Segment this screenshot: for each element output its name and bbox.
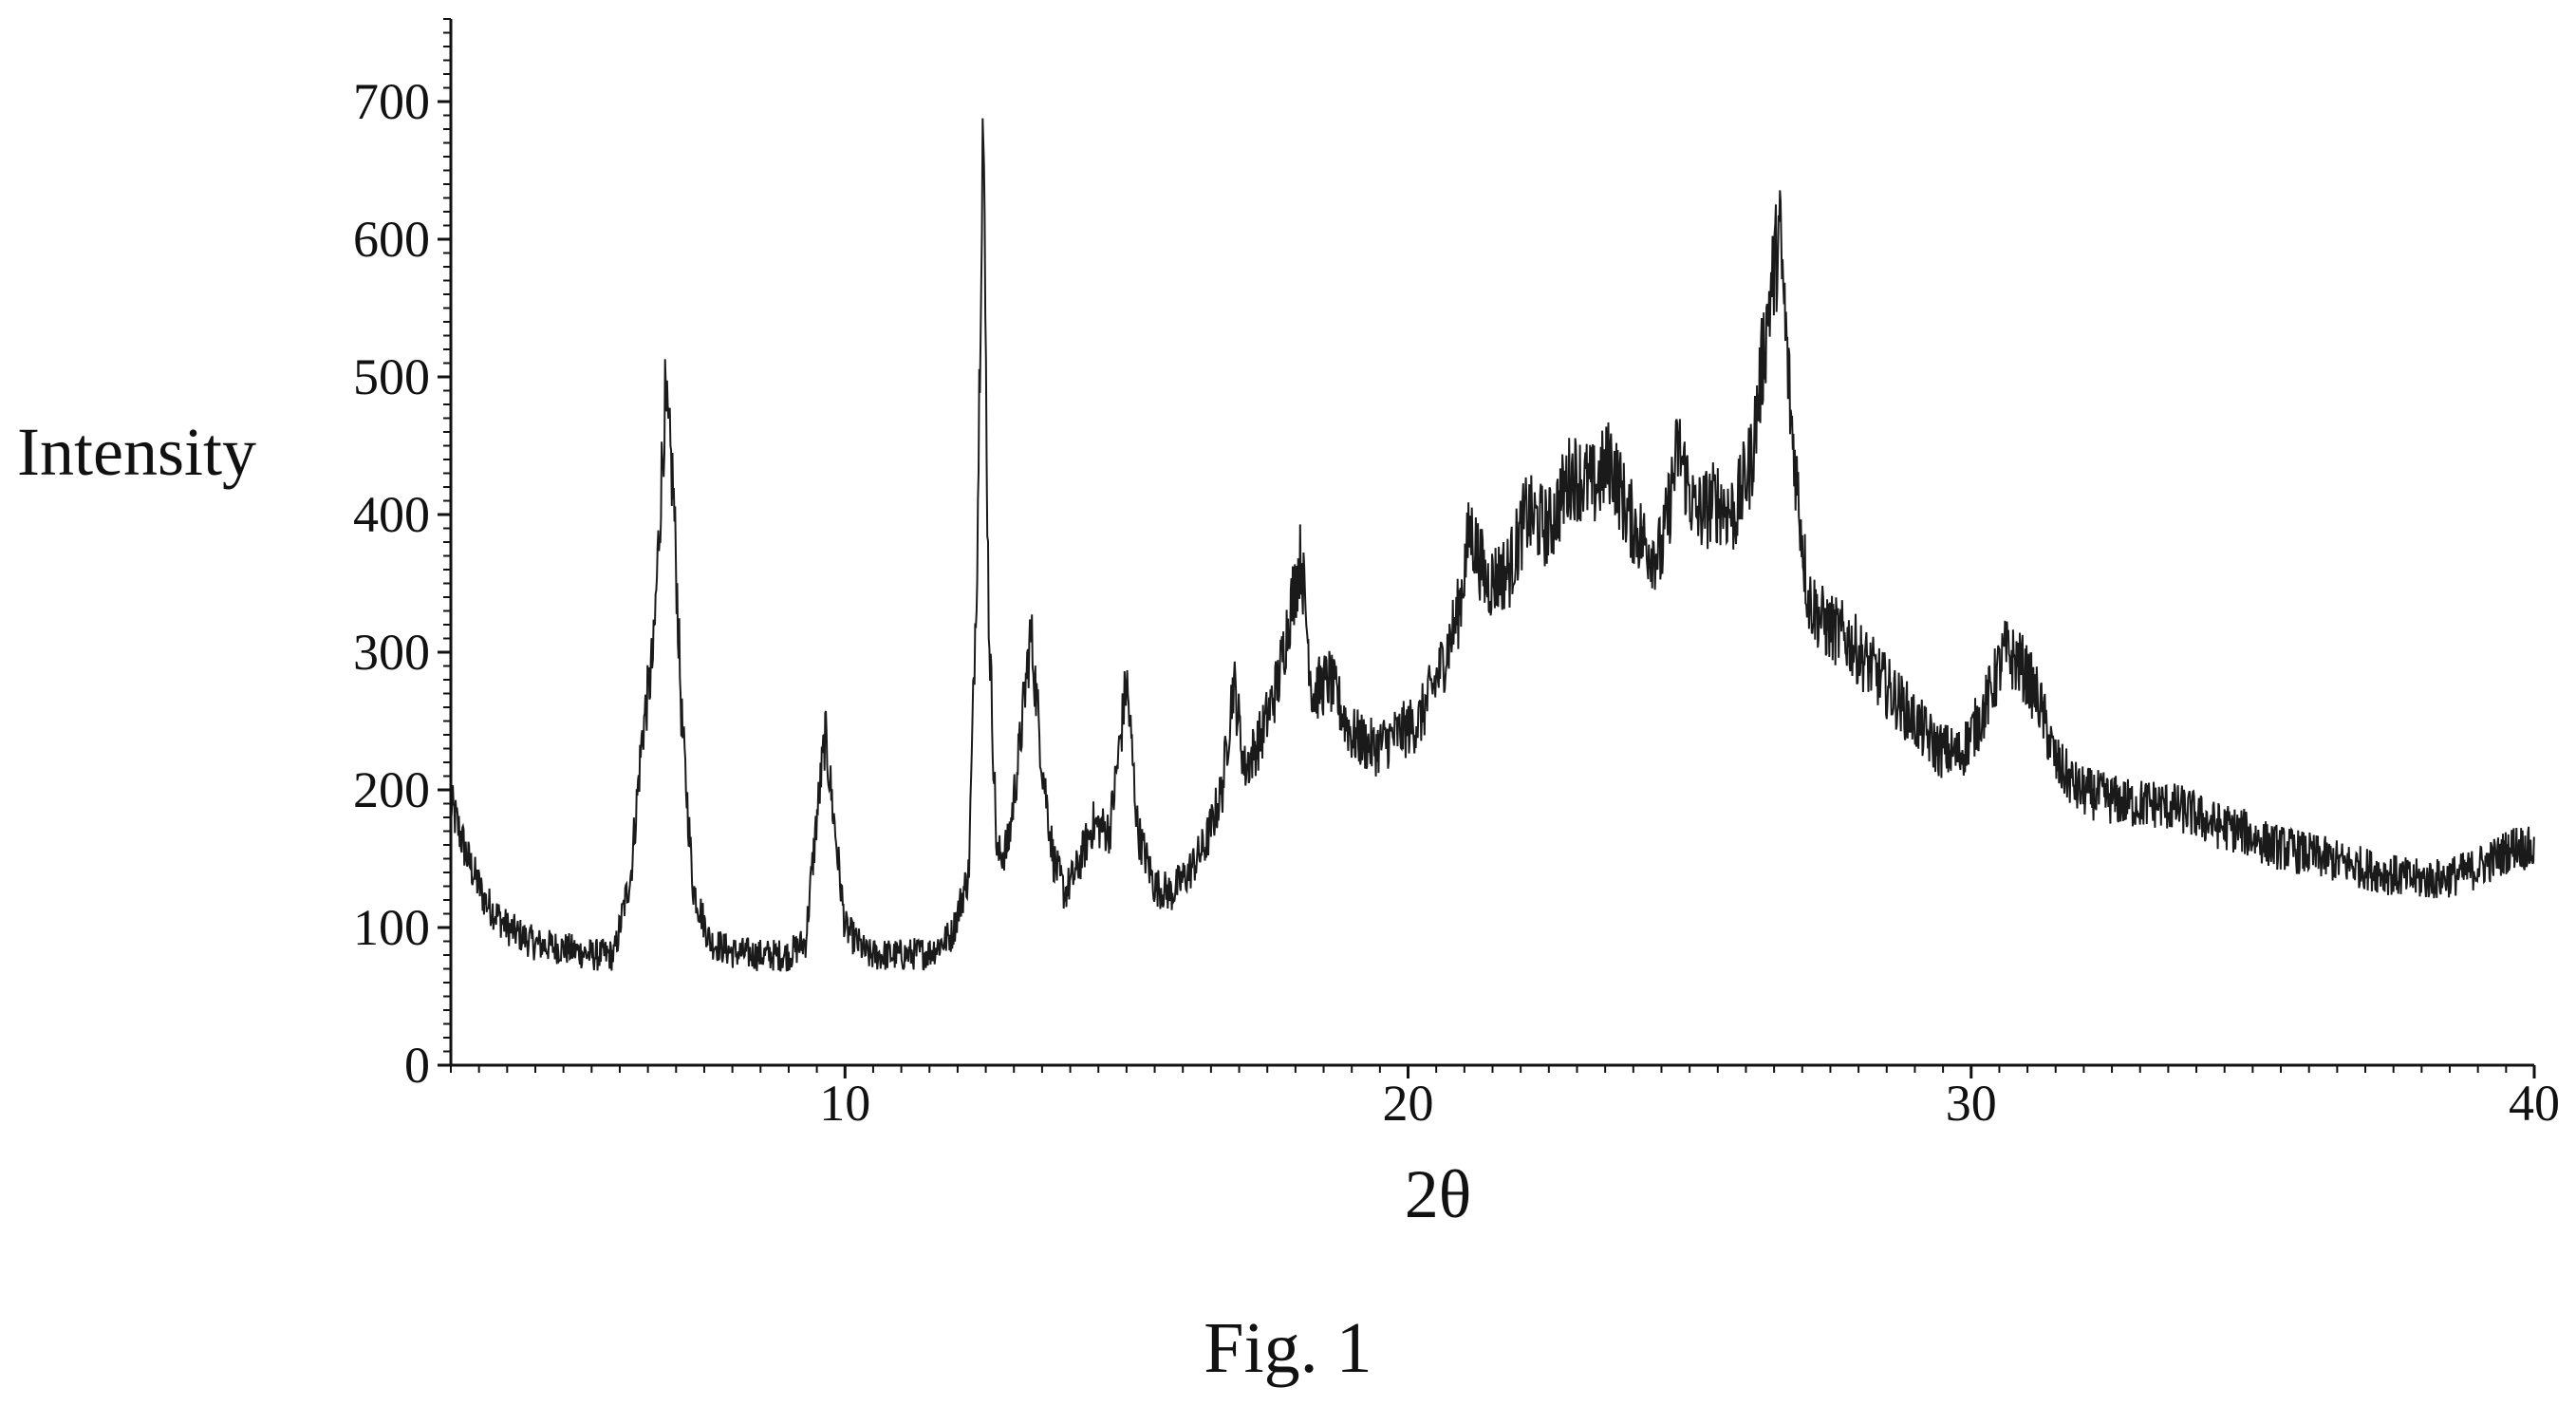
y-tick-label: 600 bbox=[353, 211, 430, 268]
y-tick-label: 300 bbox=[353, 624, 430, 681]
y-tick-label: 0 bbox=[404, 1037, 430, 1094]
y-minor-ticks bbox=[438, 18, 451, 1067]
x-tick-label: 30 bbox=[1946, 1075, 1997, 1132]
x-tick-label: 40 bbox=[2509, 1075, 2560, 1132]
x-tick-labels: 10 20 30 40 bbox=[819, 1075, 2560, 1132]
x-tick-label: 10 bbox=[819, 1075, 870, 1132]
axes: 0 100 200 300 400 500 600 700 10 20 30 40 bbox=[353, 18, 2560, 1132]
y-axis-title: Intensity bbox=[17, 414, 256, 490]
y-tick-label: 200 bbox=[353, 761, 430, 818]
y-tick-label: 100 bbox=[353, 899, 430, 956]
y-tick-label: 400 bbox=[353, 486, 430, 543]
y-tick-label: 500 bbox=[353, 348, 430, 405]
x-axis-title: 2θ bbox=[1405, 1156, 1472, 1232]
series-line bbox=[450, 118, 2535, 972]
figure-caption: Fig. 1 bbox=[1204, 1308, 1372, 1388]
x-minor-ticks bbox=[450, 1065, 2536, 1078]
plot-area bbox=[450, 118, 2535, 972]
y-tick-labels: 0 100 200 300 400 500 600 700 bbox=[353, 73, 430, 1094]
x-tick-label: 20 bbox=[1383, 1075, 1434, 1132]
y-tick-label: 700 bbox=[353, 73, 430, 130]
